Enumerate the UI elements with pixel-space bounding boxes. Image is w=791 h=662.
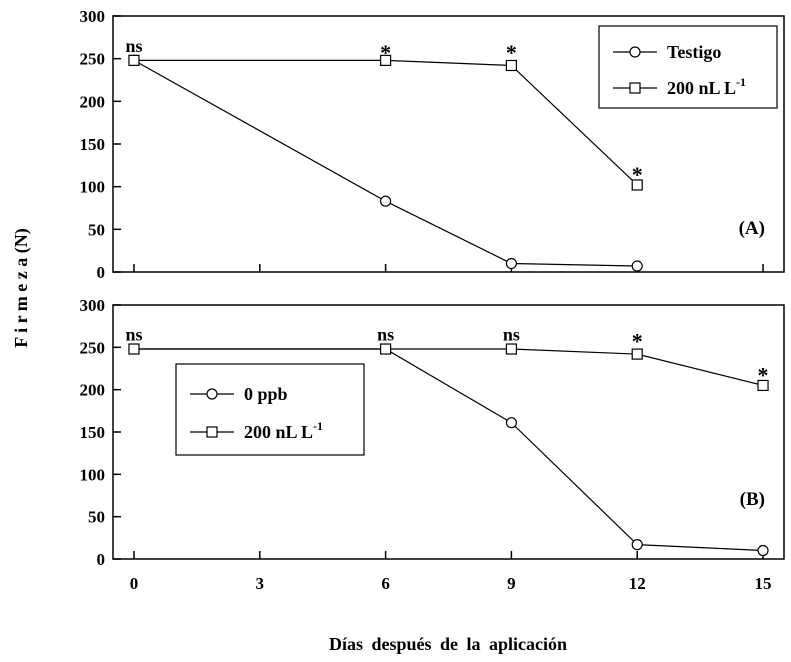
data-point-circle xyxy=(505,257,518,270)
x-tick-label: 9 xyxy=(507,574,516,593)
significance-label: * xyxy=(632,162,643,187)
legend-box xyxy=(175,363,365,456)
y-tick-label: 50 xyxy=(88,508,105,527)
legend-label-text: 200 nL L xyxy=(667,78,736,98)
significance-label: ns xyxy=(377,325,394,345)
data-point-square xyxy=(379,54,392,66)
y-tick-label: 300 xyxy=(80,296,106,315)
data-point-square xyxy=(379,343,392,355)
x-axis-title: Días después de la aplicación xyxy=(329,634,567,654)
panel-b: 0 50 100 150 200 250 300 0 3 6 9 12 15 ns ns ns * * (B) 0 p… xyxy=(80,296,785,593)
series-line-circle xyxy=(133,59,638,267)
y-tick-label: 0 xyxy=(97,263,106,282)
panel-a: 0 50 100 150 200 250 300 ns * * * (A) Testigo 200 nL … xyxy=(80,7,785,282)
x-tick-label: 3 xyxy=(256,574,265,593)
panel-label: (B) xyxy=(740,489,765,510)
legend-label: Testigo xyxy=(667,42,721,62)
data-point-square xyxy=(505,59,518,72)
series-line-square xyxy=(133,59,638,186)
x-tick-label: 15 xyxy=(755,574,772,593)
y-tick-label: 0 xyxy=(97,550,106,569)
data-point-square xyxy=(505,343,518,355)
legend-marker-square xyxy=(206,426,218,438)
legend-label: 200 nL L-1 xyxy=(667,75,746,98)
y-tick-label: 100 xyxy=(80,465,106,484)
data-point-square xyxy=(757,379,769,392)
y-tick-label: 300 xyxy=(80,7,106,26)
significance-label: * xyxy=(632,329,643,354)
y-tick-label: 250 xyxy=(80,338,106,357)
legend-label: 0 ppb xyxy=(244,384,288,404)
x-tick-label: 6 xyxy=(381,574,390,593)
panel-label: (A) xyxy=(739,218,765,239)
y-tick-label: 100 xyxy=(80,178,106,197)
y-tick-label: 200 xyxy=(80,381,106,400)
legend-marker-circle xyxy=(629,46,641,58)
significance-label: ns xyxy=(125,36,142,56)
legend-marker-circle xyxy=(206,388,218,400)
data-point-square xyxy=(128,54,140,66)
y-tick-label: 150 xyxy=(80,135,106,154)
legend-marker-square xyxy=(629,82,641,94)
legend: Testigo 200 nL L-1 xyxy=(598,25,778,109)
significance-label: ns xyxy=(503,325,520,345)
legend-label-superscript: -1 xyxy=(313,419,323,433)
legend-box xyxy=(598,25,778,109)
data-point-circle xyxy=(757,544,769,557)
significance-label: * xyxy=(758,362,769,387)
significance-label: ns xyxy=(125,325,142,345)
y-tick-label: 150 xyxy=(80,423,106,442)
data-point-circle xyxy=(505,417,518,429)
y-tick-label: 50 xyxy=(88,220,105,239)
legend-label-text: 200 nL L xyxy=(244,422,313,442)
legend-label: 200 nL L-1 xyxy=(244,419,323,442)
y-tick-label: 200 xyxy=(80,92,106,111)
data-point-square xyxy=(631,348,643,360)
significance-label: * xyxy=(506,40,517,65)
x-tick-label: 0 xyxy=(130,574,139,593)
legend-label-superscript: -1 xyxy=(736,75,746,89)
legend-label-text: Testigo xyxy=(667,42,721,62)
x-tick-label: 12 xyxy=(629,574,646,593)
legend-label-text: 0 ppb xyxy=(244,384,288,404)
legend: 0 ppb 200 nL L-1 xyxy=(175,363,365,456)
y-tick-label: 250 xyxy=(80,50,106,69)
data-point-circle xyxy=(631,539,643,551)
data-point-circle xyxy=(631,260,643,272)
data-point-square xyxy=(631,179,643,191)
data-point-circle xyxy=(379,195,392,207)
significance-label: * xyxy=(380,40,391,65)
y-axis-title: F i r m e z a (N) xyxy=(11,228,32,347)
data-point-square xyxy=(128,343,140,355)
